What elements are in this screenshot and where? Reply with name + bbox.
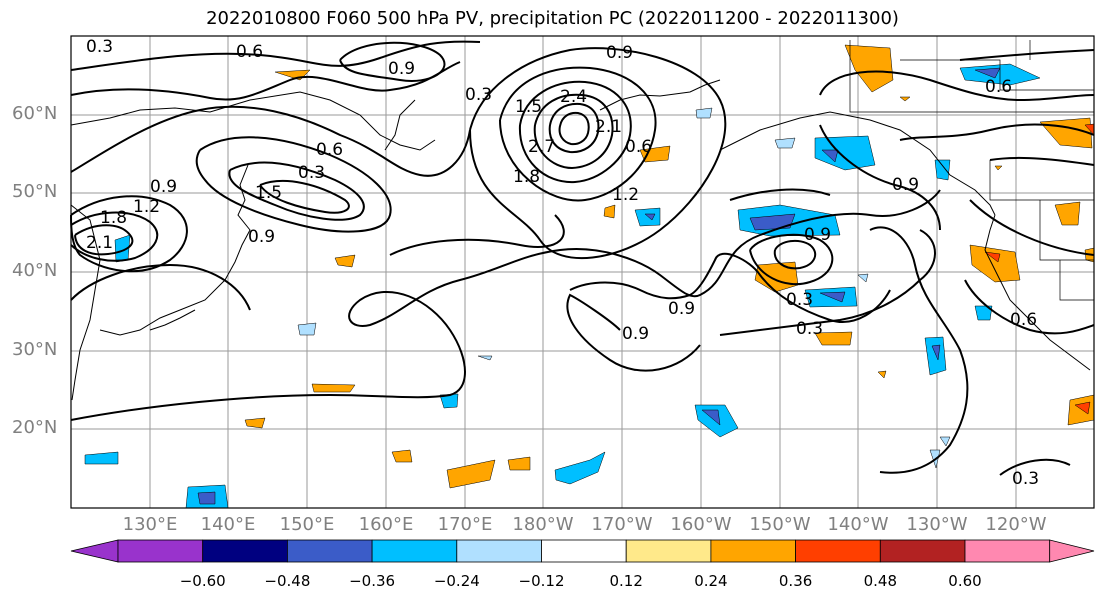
contour-labels: 0.3 0.6 0.9 0.9 0.3 1.5 2.4 2.1 2.7 1.8 … bbox=[86, 37, 1039, 489]
lat-label: 50°N bbox=[12, 181, 58, 202]
colorbar-segment bbox=[286, 539, 373, 563]
lon-label: 150°W bbox=[749, 514, 811, 535]
colorbar-extend-low bbox=[70, 539, 119, 563]
lon-label: 170°W bbox=[591, 514, 653, 535]
colorbar-tick-label: −0.36 bbox=[349, 572, 396, 590]
colorbar-tick-label: 0.36 bbox=[778, 572, 813, 590]
colorbar-extend-high bbox=[1049, 539, 1095, 563]
lon-label: 130°W bbox=[906, 514, 968, 535]
contour-label: 0.9 bbox=[668, 299, 695, 319]
contour-label: 0.9 bbox=[892, 175, 919, 195]
map-frame bbox=[70, 35, 1095, 509]
colorbar-segment bbox=[879, 539, 966, 563]
colorbar-segment bbox=[117, 539, 204, 563]
contour-label: 2.1 bbox=[595, 117, 622, 137]
pv-contours bbox=[70, 40, 1095, 476]
lon-label: 140°W bbox=[827, 514, 889, 535]
precip-negative-patches bbox=[84, 63, 1041, 509]
contour-label: 0.6 bbox=[236, 42, 263, 62]
contour-label: 0.9 bbox=[388, 59, 415, 79]
lon-label: 170°E bbox=[437, 514, 493, 535]
contour-label: 0.9 bbox=[622, 324, 649, 344]
contour-label: 0.6 bbox=[625, 137, 652, 157]
contour-label: 0.9 bbox=[804, 225, 831, 245]
contour-label: 0.3 bbox=[298, 163, 325, 183]
colorbar-tick-label: 0.24 bbox=[694, 572, 728, 590]
lon-label: 140°E bbox=[200, 514, 256, 535]
lat-label: 60°N bbox=[12, 103, 58, 124]
lon-label: 160°E bbox=[358, 514, 414, 535]
contour-label: 1.5 bbox=[255, 183, 282, 203]
contour-label: 0.3 bbox=[1012, 469, 1039, 489]
colorbar-tick-label: 0.12 bbox=[609, 572, 643, 590]
lon-label: 150°E bbox=[279, 514, 335, 535]
contour-label: 0.3 bbox=[465, 85, 492, 105]
lon-label: 180°W bbox=[512, 514, 574, 535]
contour-label: 0.3 bbox=[796, 319, 823, 339]
colorbar-segment bbox=[625, 539, 712, 563]
lon-label: 120°W bbox=[985, 514, 1047, 535]
colorbar-segment bbox=[202, 539, 288, 563]
contour-label: 0.9 bbox=[606, 43, 633, 63]
colorbar-tick-label: −0.12 bbox=[518, 572, 565, 590]
contour-label: 0.6 bbox=[316, 140, 343, 160]
lat-label: 20°N bbox=[12, 417, 58, 438]
contour-label: 0.6 bbox=[1010, 310, 1037, 330]
colorbar bbox=[70, 539, 1095, 563]
contour-label: 1.5 bbox=[515, 97, 542, 117]
colorbar-segment bbox=[964, 539, 1051, 563]
colorbar-tick-label: −0.48 bbox=[264, 572, 311, 590]
contour-label: 1.8 bbox=[100, 208, 127, 228]
colorbar-segment bbox=[541, 539, 627, 563]
contour-label: 0.9 bbox=[248, 227, 275, 247]
political-borders bbox=[849, 40, 1094, 301]
colorbar-segment bbox=[371, 539, 458, 563]
lat-label: 30°N bbox=[12, 339, 58, 360]
contour-label: 0.9 bbox=[150, 177, 177, 197]
colorbar-segment bbox=[456, 539, 542, 563]
contour-label: 1.2 bbox=[133, 197, 160, 217]
contour-label: 0.3 bbox=[786, 290, 813, 310]
colorbar-tick-label: −0.60 bbox=[179, 572, 226, 590]
contour-label: 2.1 bbox=[86, 233, 113, 253]
lon-label: 160°W bbox=[670, 514, 732, 535]
contour-label: 2.4 bbox=[560, 87, 587, 107]
colorbar-tick-label: 0.48 bbox=[863, 572, 897, 590]
colorbar-segment bbox=[710, 539, 797, 563]
lon-label: 130°E bbox=[122, 514, 178, 535]
colorbar-tick-label: 0.60 bbox=[948, 572, 982, 590]
contour-label: 2.7 bbox=[528, 137, 555, 157]
colorbar-segment bbox=[795, 539, 881, 563]
lat-label: 40°N bbox=[12, 260, 58, 281]
contour-label: 0.3 bbox=[86, 37, 113, 57]
map-title: 2022010800 F060 500 hPa PV, precipitatio… bbox=[206, 8, 899, 29]
contour-label: 1.2 bbox=[612, 185, 639, 205]
contour-label: 1.8 bbox=[513, 167, 540, 187]
colorbar-tick-label: −0.24 bbox=[433, 572, 480, 590]
contour-label: 0.6 bbox=[985, 77, 1012, 97]
